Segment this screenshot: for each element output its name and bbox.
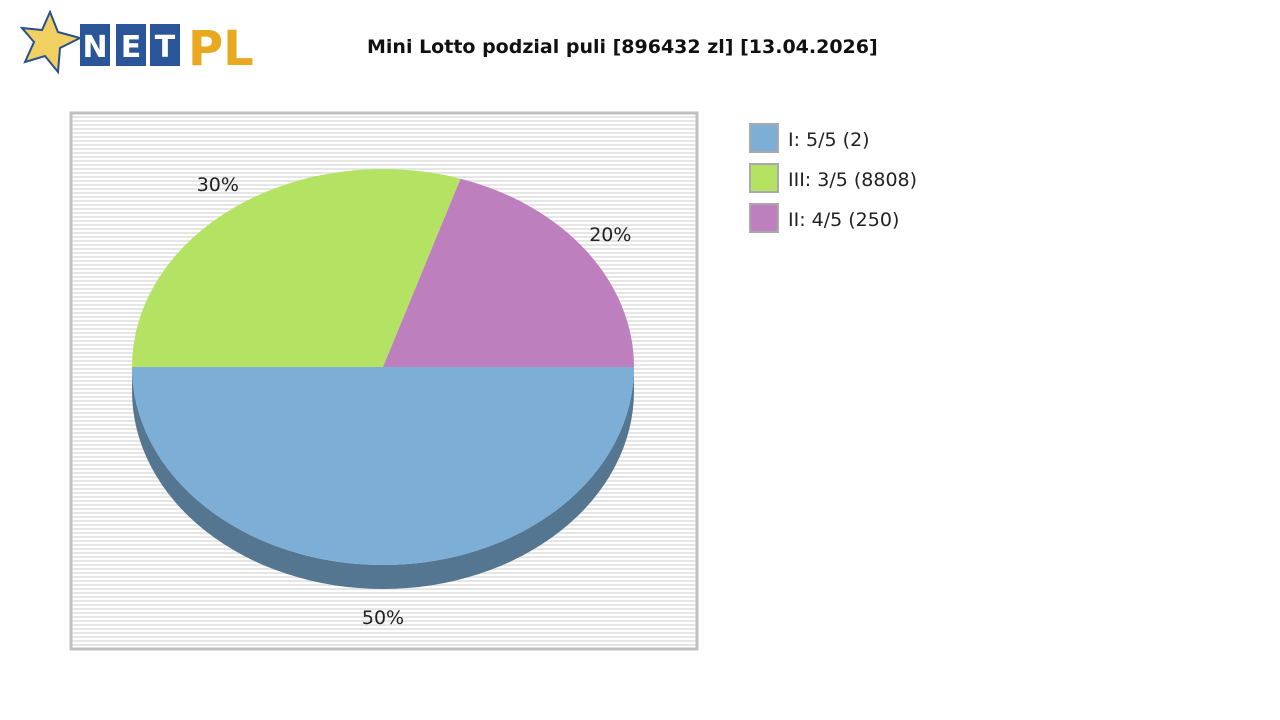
pie-slice-0[interactable]	[132, 367, 634, 565]
svg-text:T: T	[155, 30, 176, 65]
chart-title: Mini Lotto podzial puli [896432 zl] [13.…	[367, 36, 878, 58]
legend-label-0: I: 5/5 (2)	[788, 129, 870, 151]
legend-swatch-1	[749, 163, 779, 193]
slice-label-1: 30%	[197, 174, 239, 196]
netpl-logo: N E T PL	[20, 10, 254, 77]
svg-text:E: E	[121, 30, 142, 65]
legend-label-2: II: 4/5 (250)	[788, 209, 899, 231]
pie-slice-1[interactable]	[132, 168, 461, 367]
slice-label-2: 20%	[589, 224, 631, 246]
slice-label-0: 50%	[362, 607, 404, 629]
svg-text:N: N	[82, 30, 107, 65]
legend-swatch-2	[749, 203, 779, 233]
svg-text:PL: PL	[188, 21, 254, 77]
legend-label-1: III: 3/5 (8808)	[788, 169, 917, 191]
legend-swatch-0	[749, 123, 779, 153]
pie-slice-2[interactable]	[383, 178, 634, 367]
